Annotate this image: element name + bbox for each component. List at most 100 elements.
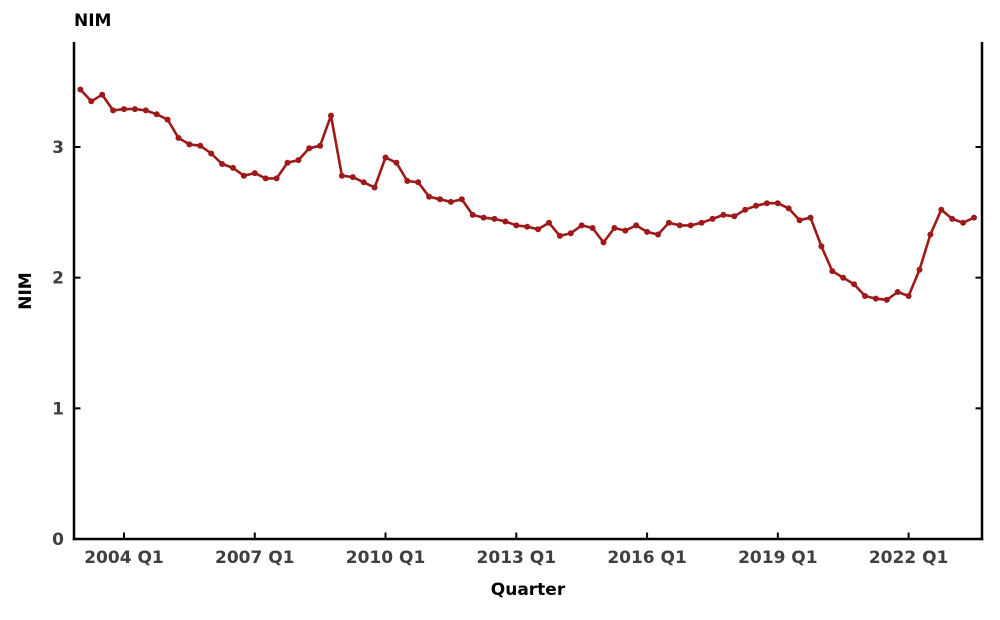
data-point (753, 202, 759, 209)
data-point (175, 134, 182, 141)
x-tick-label: 2013 Q1 (477, 548, 557, 568)
data-point (502, 218, 509, 225)
data-point (960, 219, 967, 226)
data-point (99, 91, 106, 98)
data-point (306, 145, 313, 152)
data-point (644, 228, 651, 235)
data-point (142, 107, 149, 114)
y-tick-label: 2 (52, 269, 64, 289)
data-point (338, 172, 345, 179)
data-point (317, 142, 324, 149)
data-point (687, 222, 694, 229)
x-tick-label: 2022 Q1 (869, 548, 949, 568)
data-point (600, 239, 607, 246)
data-point (349, 174, 356, 181)
data-point (633, 222, 640, 229)
data-point (393, 159, 400, 166)
data-point (240, 172, 247, 179)
data-point (556, 232, 563, 239)
data-point (916, 266, 923, 273)
data-point (458, 196, 465, 203)
data-point (774, 200, 781, 207)
data-point (938, 206, 945, 213)
data-point (709, 215, 716, 222)
data-point (894, 289, 901, 295)
data-point (742, 206, 749, 213)
data-point (785, 205, 792, 212)
data-point (731, 213, 738, 220)
data-point (513, 222, 520, 229)
y-axis-title: NIM (16, 272, 36, 310)
data-point (763, 200, 770, 207)
data-point (840, 274, 847, 281)
data-point (131, 106, 138, 113)
data-point (208, 150, 215, 157)
data-point (807, 214, 814, 221)
x-tick-label: 2007 Q1 (215, 548, 295, 568)
data-point (491, 215, 498, 222)
y-tick-label: 1 (52, 399, 64, 419)
x-tick-label: 2016 Q1 (607, 548, 687, 568)
data-point (447, 198, 454, 205)
data-point (589, 225, 596, 231)
data-point (197, 142, 204, 149)
data-point (524, 223, 531, 230)
data-point (883, 296, 890, 303)
data-point (611, 225, 618, 231)
data-point (404, 178, 411, 184)
data-point (829, 268, 836, 275)
x-tick-label: 2010 Q1 (346, 548, 426, 568)
data-point (110, 107, 117, 114)
data-point (371, 184, 378, 191)
data-point (469, 211, 476, 218)
data-point (720, 211, 727, 218)
data-point (655, 231, 661, 238)
data-point (665, 219, 672, 226)
data-point (818, 243, 825, 250)
x-tick-label: 2019 Q1 (738, 548, 818, 568)
data-point (480, 214, 487, 221)
data-point (578, 222, 585, 229)
data-point (905, 293, 912, 299)
data-point (360, 179, 367, 186)
data-point (949, 215, 956, 222)
x-axis-title: Quarter (490, 580, 566, 600)
data-point (88, 98, 95, 105)
data-point (535, 226, 542, 233)
data-point (851, 281, 858, 288)
data-point (927, 231, 934, 238)
data-point (328, 112, 334, 119)
data-point (164, 116, 171, 123)
data-point (862, 293, 868, 299)
data-point (622, 227, 629, 234)
data-point (77, 86, 84, 93)
data-point (546, 219, 552, 226)
data-point (284, 159, 291, 166)
data-point (262, 175, 269, 182)
data-point (872, 295, 879, 302)
data-point (219, 161, 226, 167)
y-tick-label: 0 (52, 530, 64, 550)
data-point (186, 141, 193, 148)
data-point (121, 106, 127, 113)
y-tick-label: 3 (52, 138, 64, 158)
data-point (230, 164, 236, 171)
nim-series-line (79, 88, 976, 302)
data-point (567, 230, 574, 237)
data-point (971, 214, 977, 221)
data-point (796, 217, 803, 224)
data-point (698, 219, 705, 226)
data-point (437, 196, 443, 203)
data-point (676, 222, 683, 229)
data-point (295, 157, 302, 164)
data-point (153, 111, 160, 118)
data-point (415, 179, 422, 186)
data-point (426, 193, 433, 200)
x-tick-label: 2004 Q1 (84, 548, 164, 568)
data-point (382, 154, 389, 161)
chart-title: NIM (74, 11, 112, 31)
data-point (273, 175, 280, 182)
data-point (251, 170, 258, 177)
